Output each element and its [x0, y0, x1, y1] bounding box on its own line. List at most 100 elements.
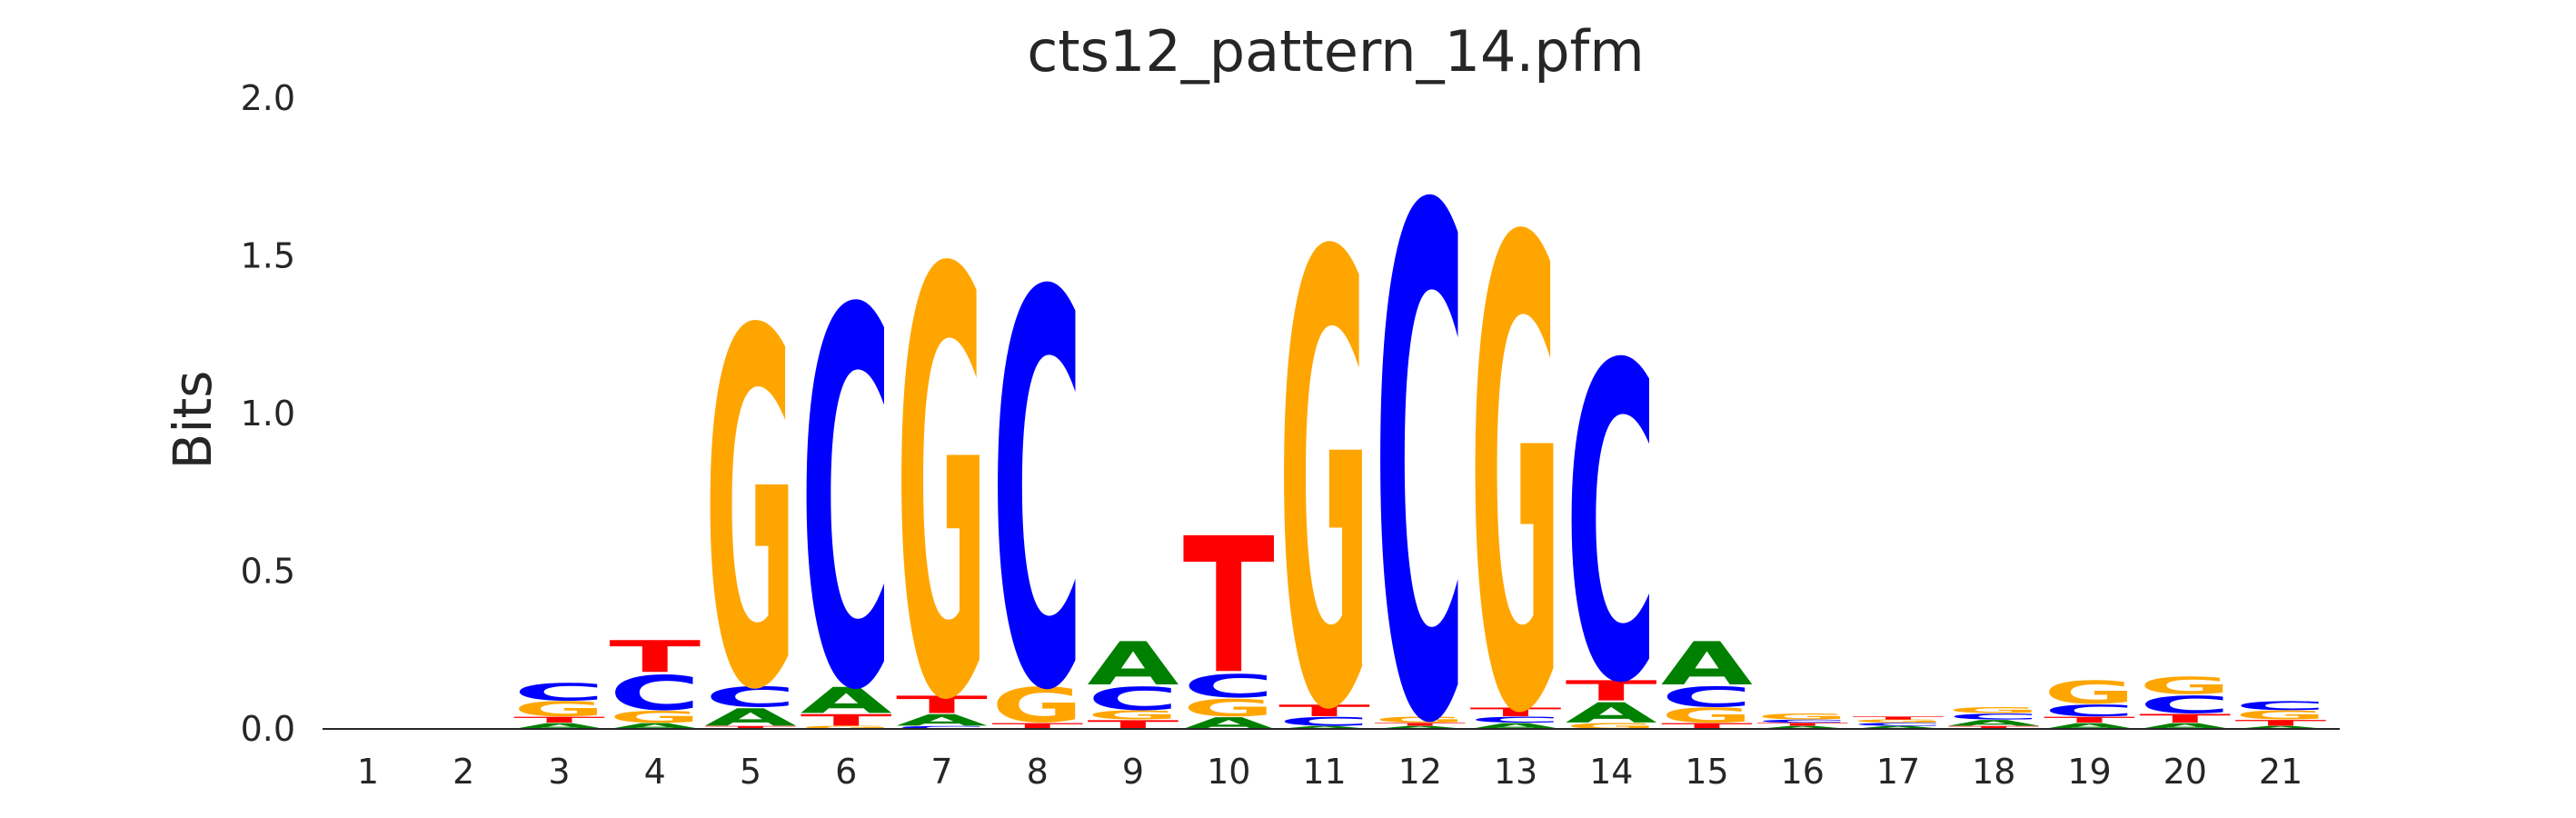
logo-letter-a: A: [1852, 725, 1944, 730]
logo-letter-a: A: [801, 680, 893, 722]
x-tick-label: 21: [2259, 752, 2302, 792]
x-tick-label: 10: [1207, 752, 1250, 792]
logo-letter-g: G: [2044, 674, 2135, 712]
x-tick-label: 8: [1027, 752, 1049, 792]
y-tick-label: 0.0: [241, 709, 295, 749]
logo-letter-c: C: [2044, 702, 2135, 720]
logo-letter-t: T: [609, 632, 701, 683]
x-tick-label: 15: [1685, 752, 1728, 792]
logo-letter-a: A: [1566, 697, 1657, 729]
logo-letter-a: A: [1469, 722, 1562, 731]
logo-letter-g: G: [801, 725, 892, 730]
logo-letter-c: C: [1087, 681, 1179, 718]
x-tick-label: 18: [1972, 752, 2015, 792]
logo-letter-t: T: [896, 691, 988, 719]
logo-letter-g: G: [513, 698, 605, 721]
logo-letter-g: G: [2139, 672, 2231, 700]
logo-letter-t: T: [2139, 712, 2231, 725]
logo-letter-g: G: [1469, 106, 1561, 818]
logo-letter-t: T: [2234, 718, 2326, 727]
logo-letter-g: G: [991, 679, 1083, 734]
logo-letter-t: T: [2044, 715, 2135, 724]
logo-letter-t: T: [801, 711, 892, 729]
logo-letter-c: C: [896, 725, 988, 730]
y-tick-label: 2.0: [241, 78, 295, 118]
logo-letter-c: C: [513, 679, 605, 706]
y-tick-label: 1.5: [241, 236, 295, 276]
logo-letter-g: G: [896, 151, 988, 818]
logo-letter-a: A: [1183, 714, 1275, 733]
x-tick-label: 11: [1302, 752, 1346, 792]
x-tick-label: 13: [1494, 752, 1537, 792]
chart-title: cts12_pattern_14.pfm: [1027, 18, 1645, 85]
x-tick-label: 9: [1122, 752, 1144, 792]
logo-letter-g: G: [1852, 719, 1944, 723]
logo-letter-t: T: [1661, 722, 1753, 731]
logo-letter-t: T: [1374, 722, 1466, 726]
logo-letter-c: C: [1661, 681, 1753, 713]
x-tick-label: 7: [930, 752, 952, 792]
logo-letter-g: G: [1661, 704, 1753, 727]
logo-letter-g: G: [1183, 694, 1275, 723]
x-tick-label: 17: [1876, 752, 1920, 792]
logo-letter-a: A: [1756, 725, 1849, 730]
x-tick-label: 20: [2163, 752, 2207, 792]
logo-letter-c: C: [991, 181, 1083, 810]
logo-letter-g: G: [609, 708, 701, 726]
x-tick-label: 14: [1589, 752, 1633, 792]
logo-letter-a: A: [513, 722, 606, 731]
logo-letter-g: G: [1278, 127, 1370, 818]
logo-letter-c: C: [2234, 699, 2326, 713]
x-tick-label: 6: [835, 752, 857, 792]
x-tick-label: 5: [740, 752, 761, 792]
logo-letter-g: G: [1087, 708, 1179, 722]
logo-letter-c: C: [1469, 715, 1561, 724]
logo-letter-c: C: [1852, 722, 1944, 726]
logo-letter-t: T: [1948, 725, 2040, 730]
logo-letter-g: G: [2234, 708, 2326, 722]
logo-letter-g: G: [1948, 705, 2040, 714]
x-tick-label: 12: [1398, 752, 1442, 792]
x-tick-label: 1: [357, 752, 379, 792]
logo-letter-c: C: [1948, 712, 2040, 721]
x-tick-label: 4: [644, 752, 666, 792]
logo-letter-t: T: [1852, 716, 1944, 721]
x-axis-ticks: 1 2 3 4 5 6 7 8 9 10 11 12 13 14 15 16 17 18 19 20 21: [357, 752, 2302, 792]
logo-letter-c: C: [1278, 714, 1370, 728]
x-tick-label: 19: [2067, 752, 2111, 792]
logo-letter-c: C: [2139, 691, 2231, 718]
logo-letter-t: T: [1278, 702, 1370, 720]
logo-letter-g: G: [1374, 715, 1466, 724]
y-tick-label: 1.0: [241, 394, 295, 434]
logo-letter-c: C: [801, 204, 892, 804]
logo-letter-t: T: [1756, 722, 1848, 726]
logo-letter-a: A: [2139, 722, 2232, 731]
y-axis-ticks: 0.0 0.5 1.0 1.5 2.0: [241, 78, 295, 749]
logo-letter-g: G: [704, 230, 796, 797]
logo-letter-c: C: [1756, 719, 1848, 723]
y-axis-label: Bits: [162, 371, 224, 470]
logo-letter-c: C: [1566, 274, 1657, 778]
logo-letter-a: A: [2044, 722, 2136, 731]
logo-letter-a: A: [609, 722, 701, 731]
logo-letter-t: T: [513, 715, 605, 724]
logo-letter-a: A: [1374, 725, 1467, 730]
logo-letter-t: T: [704, 725, 796, 730]
logo-letter-a: A: [1278, 725, 1371, 730]
logo-letter-t: T: [1469, 705, 1561, 719]
logo-letter-t: T: [991, 722, 1083, 731]
logo-letter-g: G: [1756, 712, 1848, 721]
logo-letter-a: A: [704, 703, 796, 731]
x-tick-label: 2: [453, 752, 474, 792]
x-tick-label: 16: [1781, 752, 1825, 792]
logo-letter-c: C: [1183, 668, 1275, 705]
logo-letter-c: C: [609, 665, 701, 721]
logo-letter-a: A: [896, 711, 988, 729]
logo-letter-a: A: [1948, 718, 2041, 727]
y-tick-label: 0.5: [241, 552, 295, 592]
logo-letter-t: T: [1566, 675, 1657, 707]
x-tick-label: 3: [548, 752, 570, 792]
logo-letter-g: G: [1566, 722, 1657, 731]
